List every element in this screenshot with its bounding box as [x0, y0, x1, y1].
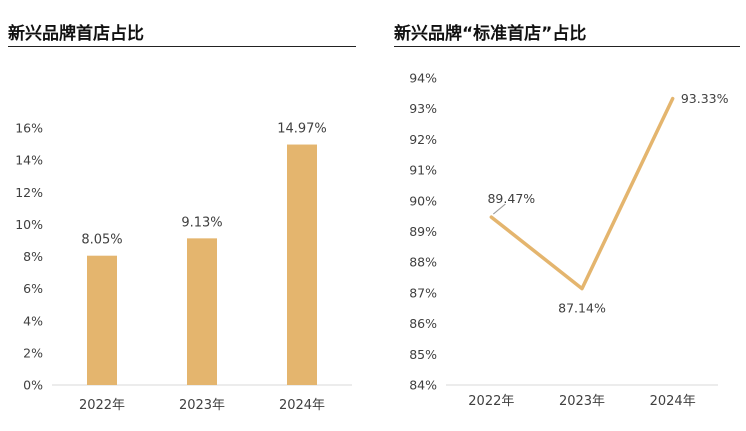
series-line — [489, 96, 675, 291]
bar-value-label: 9.13% — [181, 215, 222, 230]
y-tick-label: 89% — [409, 224, 437, 239]
bar-chart: 0% 2% 4% 6% 8% 10% 12% 14% 16% 8.05% 2022年 9.13% 202… — [15, 121, 352, 413]
y-tick-label: 6% — [23, 281, 43, 296]
y-tick-label: 0% — [23, 378, 43, 393]
y-tick-label: 84% — [409, 378, 437, 393]
bar-1 — [87, 255, 117, 385]
y-tick-label: 92% — [409, 132, 437, 147]
y-tick-label: 4% — [23, 313, 43, 328]
y-tick-label: 85% — [409, 347, 437, 362]
y-tick-label: 14% — [15, 153, 43, 168]
line-chart: 84% 85% 86% 87% 88% 89% 90% 91% 92% 93% 94% 2022年 20… — [409, 71, 728, 410]
x-tick-label: 2023年 — [559, 394, 605, 409]
x-tick-label: 2022年 — [79, 398, 125, 413]
label-leader-line — [493, 203, 506, 215]
y-tick-label: 86% — [409, 316, 437, 331]
y-tick-label: 91% — [409, 163, 437, 178]
y-tick-label: 94% — [409, 71, 437, 86]
bar-value-label: 14.97% — [277, 122, 327, 137]
y-tick-label: 12% — [15, 185, 43, 200]
line-value-label: 89.47% — [487, 191, 535, 206]
y-tick-label: 8% — [23, 249, 43, 264]
bar-2 — [187, 238, 217, 385]
x-tick-label: 2022年 — [468, 394, 514, 409]
y-tick-label: 90% — [409, 193, 437, 208]
x-tick-label: 2024年 — [650, 394, 696, 409]
x-tick-label: 2023年 — [179, 398, 225, 413]
x-tick-label: 2024年 — [279, 398, 325, 413]
line-chart-title-rule — [394, 46, 740, 47]
line-value-label: 87.14% — [558, 301, 606, 316]
y-tick-label: 93% — [409, 101, 437, 116]
y-tick-label: 16% — [15, 121, 43, 136]
bar-3 — [287, 144, 317, 385]
bar-chart-title: 新兴品牌首店占比 — [8, 24, 144, 44]
bar-value-label: 8.05% — [81, 233, 122, 248]
y-tick-label: 87% — [409, 285, 437, 300]
bar-chart-title-rule — [8, 46, 356, 47]
line-chart-title: 新兴品牌“标准首店”占比 — [394, 24, 587, 44]
y-tick-label: 10% — [15, 217, 43, 232]
line-value-label: 93.33% — [681, 91, 729, 106]
y-tick-label: 88% — [409, 255, 437, 270]
y-tick-label: 2% — [23, 345, 43, 360]
